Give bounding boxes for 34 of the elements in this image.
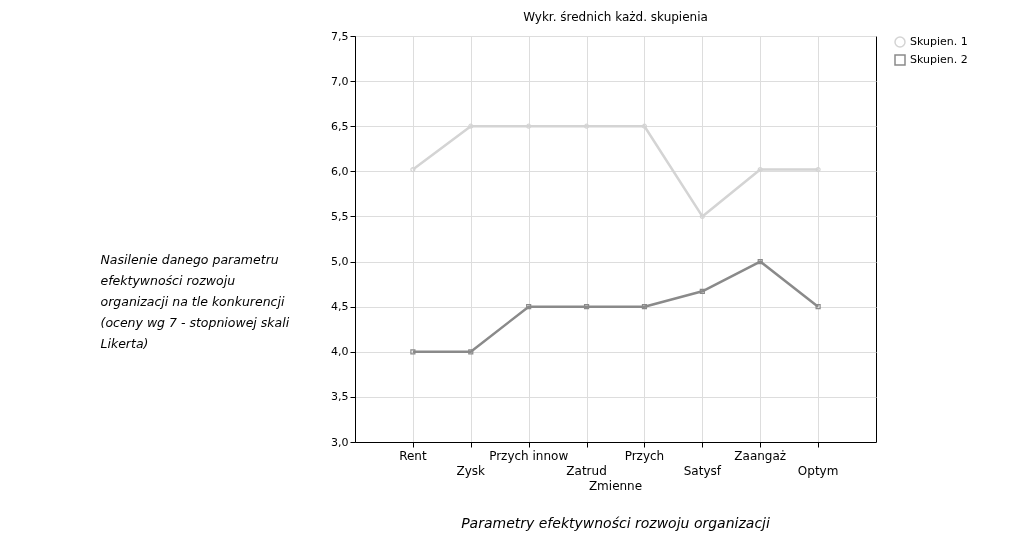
x-tick-label: Zysk	[456, 464, 486, 478]
point	[815, 304, 821, 310]
point	[526, 123, 532, 129]
x-tick-label: Rent	[399, 449, 427, 463]
y-tick-label: 5,5	[331, 209, 349, 223]
y-tick-label: 3,0	[331, 435, 349, 449]
point	[410, 166, 416, 173]
y-tick-label: 3,5	[331, 390, 349, 404]
x-tick-label: Optym	[797, 464, 839, 478]
x-tick-label: Zatrud	[566, 464, 607, 478]
y-tick-label: 6,5	[331, 119, 349, 133]
line-series	[410, 258, 821, 355]
y-tick-label: 4,5	[331, 300, 349, 314]
y-tick-label: 7,5	[331, 29, 349, 43]
y-tick-label: 6,0	[331, 164, 349, 178]
x-tick-label: Satysf	[683, 464, 722, 478]
point	[757, 166, 763, 173]
x-axis-title: Parametry efektywności rozwoju organizacji	[461, 515, 770, 531]
point	[583, 123, 590, 129]
point	[641, 123, 648, 129]
point	[815, 166, 821, 173]
y-tick-label: 4,0	[331, 345, 349, 359]
y-tick-label: 5,0	[331, 255, 349, 269]
point	[410, 349, 416, 355]
chart-title: Wykr. średnich każd. skupienia	[523, 10, 708, 24]
y-axis-title: Nasilenie danego parametru efektywności rozwoju organizacji na tle konkurencji (oceny wg 7 - stopniowej skali Likerta)	[100, 251, 290, 351]
x-tick-label: Zaangaż	[734, 449, 787, 463]
x-tick-label: Przych	[624, 449, 665, 463]
text: Zmienne	[588, 479, 643, 493]
x-tick-label: Przych innow	[489, 449, 569, 463]
legend-label: Skupien. 1	[910, 35, 968, 48]
legend-label: Skupien. 2	[910, 53, 968, 66]
y-tick-label: 7,0	[331, 74, 349, 88]
point	[468, 123, 474, 129]
